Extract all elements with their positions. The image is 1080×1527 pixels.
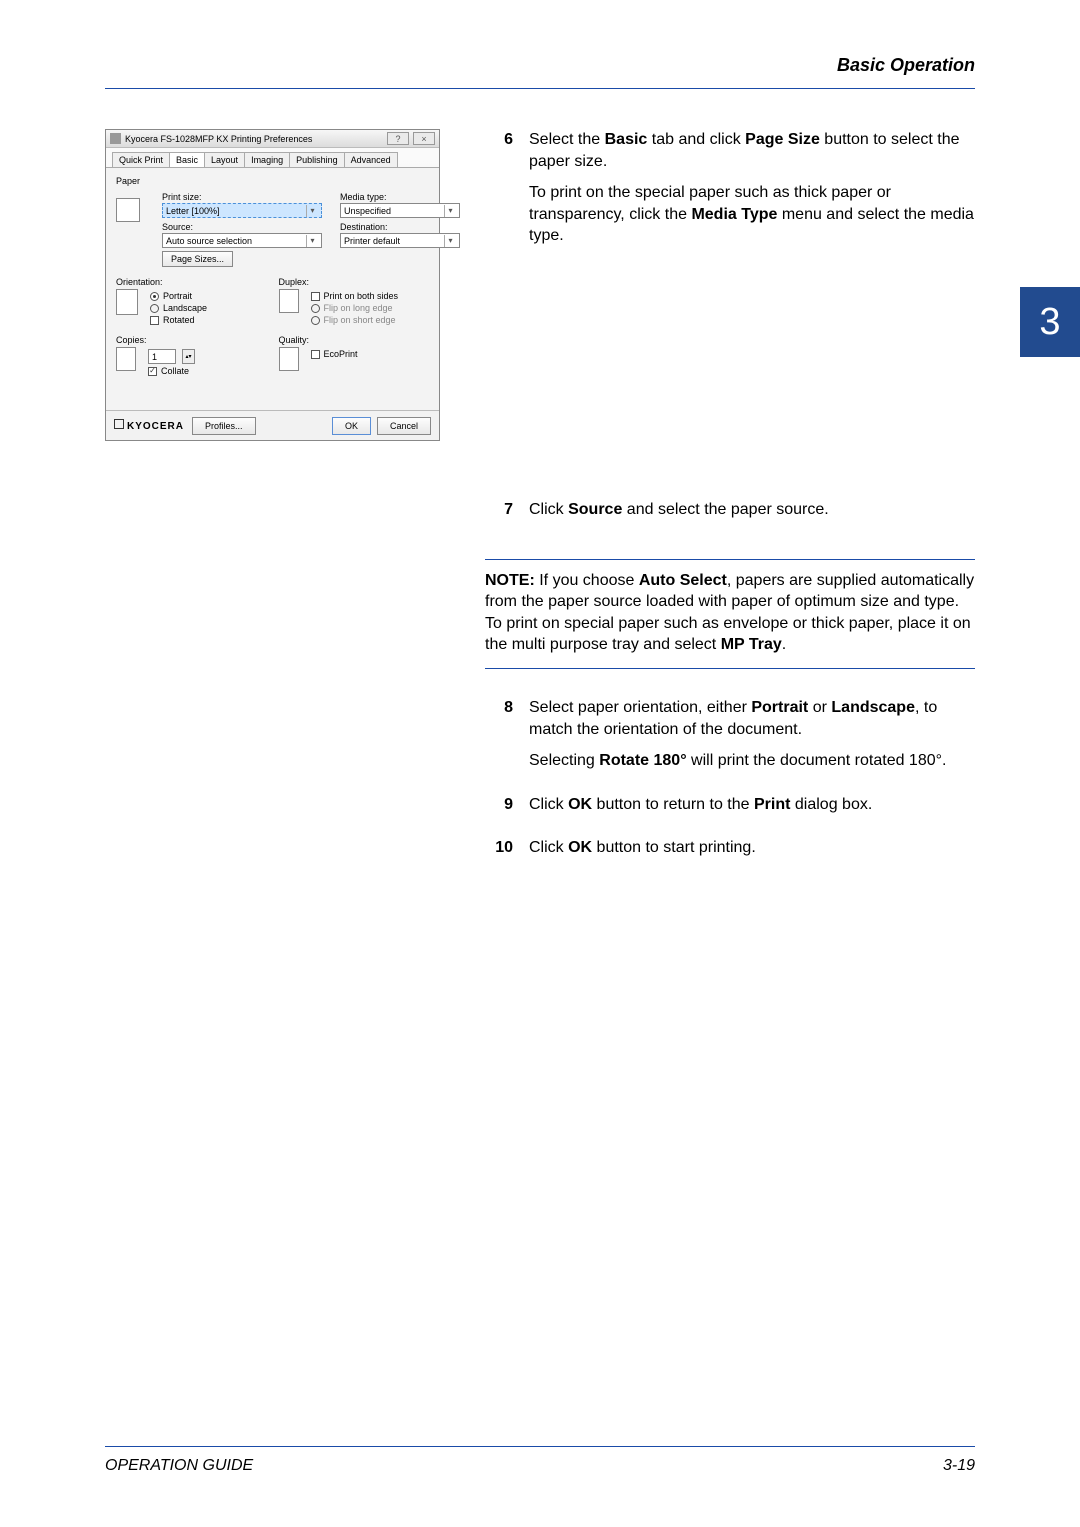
paper-group-label: Paper <box>116 176 429 186</box>
orientation-icon <box>116 289 138 315</box>
close-button[interactable]: × <box>413 132 435 145</box>
step-8-text2: Selecting Rotate 180° will print the doc… <box>529 750 975 772</box>
step-number: 9 <box>485 794 513 826</box>
cancel-button[interactable]: Cancel <box>377 417 431 435</box>
destination-value: Printer default <box>344 236 400 246</box>
note-rule <box>485 559 975 560</box>
step-6-text2: To print on the special paper such as th… <box>529 182 975 247</box>
step-9-text: Click OK button to return to the Print d… <box>529 794 975 816</box>
source-value: Auto source selection <box>166 236 252 246</box>
footer-right: 3-19 <box>943 1457 975 1475</box>
copies-icon <box>116 347 136 371</box>
radio-long-edge <box>311 304 320 313</box>
footer-left: OPERATION GUIDE <box>105 1457 253 1475</box>
copies-input[interactable]: 1 <box>148 349 176 364</box>
ecoprint-label: EcoPrint <box>324 349 358 359</box>
source-select[interactable]: Auto source selection ▾ <box>162 233 322 248</box>
destination-select[interactable]: Printer default ▾ <box>340 233 460 248</box>
copies-spinner[interactable]: ▴▾ <box>182 349 195 364</box>
print-size-select[interactable]: Letter [100%] ▾ <box>162 203 322 218</box>
step-6-text: Select the Basic tab and click Page Size… <box>529 129 975 172</box>
rotated-label: Rotated <box>163 315 195 325</box>
step-number: 6 <box>485 129 513 257</box>
radio-portrait[interactable] <box>150 292 159 301</box>
short-edge-label: Flip on short edge <box>324 315 396 325</box>
landscape-label: Landscape <box>163 303 207 313</box>
print-preferences-dialog: Kyocera FS-1028MFP KX Printing Preferenc… <box>105 129 440 441</box>
step-7-text: Click Source and select the paper source… <box>529 499 975 521</box>
chapter-tab: 3 <box>1020 287 1080 357</box>
tab-quick-print[interactable]: Quick Print <box>112 152 170 167</box>
tab-advanced[interactable]: Advanced <box>344 152 398 167</box>
duplex-icon <box>279 289 299 313</box>
both-sides-checkbox[interactable] <box>311 292 320 301</box>
print-size-label: Print size: <box>162 192 322 202</box>
print-size-value: Letter [100%] <box>166 206 220 216</box>
note-text: NOTE: If you choose Auto Select, papers … <box>485 570 975 656</box>
media-type-value: Unspecified <box>344 206 391 216</box>
page-footer: OPERATION GUIDE 3-19 <box>105 1446 975 1475</box>
portrait-label: Portrait <box>163 291 192 301</box>
dialog-body: Paper Print size: Letter [100%] ▾ Source… <box>106 167 439 412</box>
page-sizes-button[interactable]: Page Sizes... <box>162 251 233 267</box>
quality-label: Quality: <box>279 335 430 345</box>
duplex-label: Duplex: <box>279 277 430 287</box>
page-header: Basic Operation <box>105 55 975 76</box>
app-icon <box>110 133 121 144</box>
collate-label: Collate <box>161 366 189 376</box>
tab-imaging[interactable]: Imaging <box>244 152 290 167</box>
tab-strip: Quick Print Basic Layout Imaging Publish… <box>106 148 439 167</box>
paper-icon <box>116 198 140 222</box>
dialog-footer: KYOCERA Profiles... OK Cancel <box>106 410 439 440</box>
step-number: 8 <box>485 697 513 782</box>
tab-layout[interactable]: Layout <box>204 152 245 167</box>
step-number: 7 <box>485 499 513 531</box>
profiles-button[interactable]: Profiles... <box>192 417 256 435</box>
media-type-select[interactable]: Unspecified ▾ <box>340 203 460 218</box>
radio-landscape[interactable] <box>150 304 159 313</box>
collate-checkbox[interactable] <box>148 367 157 376</box>
tab-publishing[interactable]: Publishing <box>289 152 345 167</box>
media-type-label: Media type: <box>340 192 460 202</box>
chevron-down-icon: ▾ <box>306 235 318 247</box>
destination-label: Destination: <box>340 222 460 232</box>
chevron-down-icon: ▾ <box>444 205 456 217</box>
step-number: 10 <box>485 837 513 869</box>
radio-short-edge <box>311 316 320 325</box>
footer-rule <box>105 1446 975 1447</box>
copies-label: Copies: <box>116 335 267 345</box>
instructions: 6 Select the Basic tab and click Page Si… <box>485 129 975 869</box>
source-label: Source: <box>162 222 322 232</box>
long-edge-label: Flip on long edge <box>324 303 393 313</box>
step-8-text: Select paper orientation, either Portrai… <box>529 697 975 740</box>
rotated-checkbox[interactable] <box>150 316 159 325</box>
help-button[interactable]: ? <box>387 132 409 145</box>
ecoprint-checkbox[interactable] <box>311 350 320 359</box>
step-10-text: Click OK button to start printing. <box>529 837 975 859</box>
both-sides-label: Print on both sides <box>324 291 399 301</box>
note-rule <box>485 668 975 669</box>
ok-button[interactable]: OK <box>332 417 371 435</box>
dialog-titlebar: Kyocera FS-1028MFP KX Printing Preferenc… <box>106 130 439 148</box>
dialog-title: Kyocera FS-1028MFP KX Printing Preferenc… <box>125 134 383 144</box>
header-rule <box>105 88 975 89</box>
orientation-label: Orientation: <box>116 277 267 287</box>
brand-logo: KYOCERA <box>114 419 184 432</box>
chevron-down-icon: ▾ <box>306 205 318 217</box>
tab-basic[interactable]: Basic <box>169 152 205 167</box>
chevron-down-icon: ▾ <box>444 235 456 247</box>
quality-icon <box>279 347 299 371</box>
